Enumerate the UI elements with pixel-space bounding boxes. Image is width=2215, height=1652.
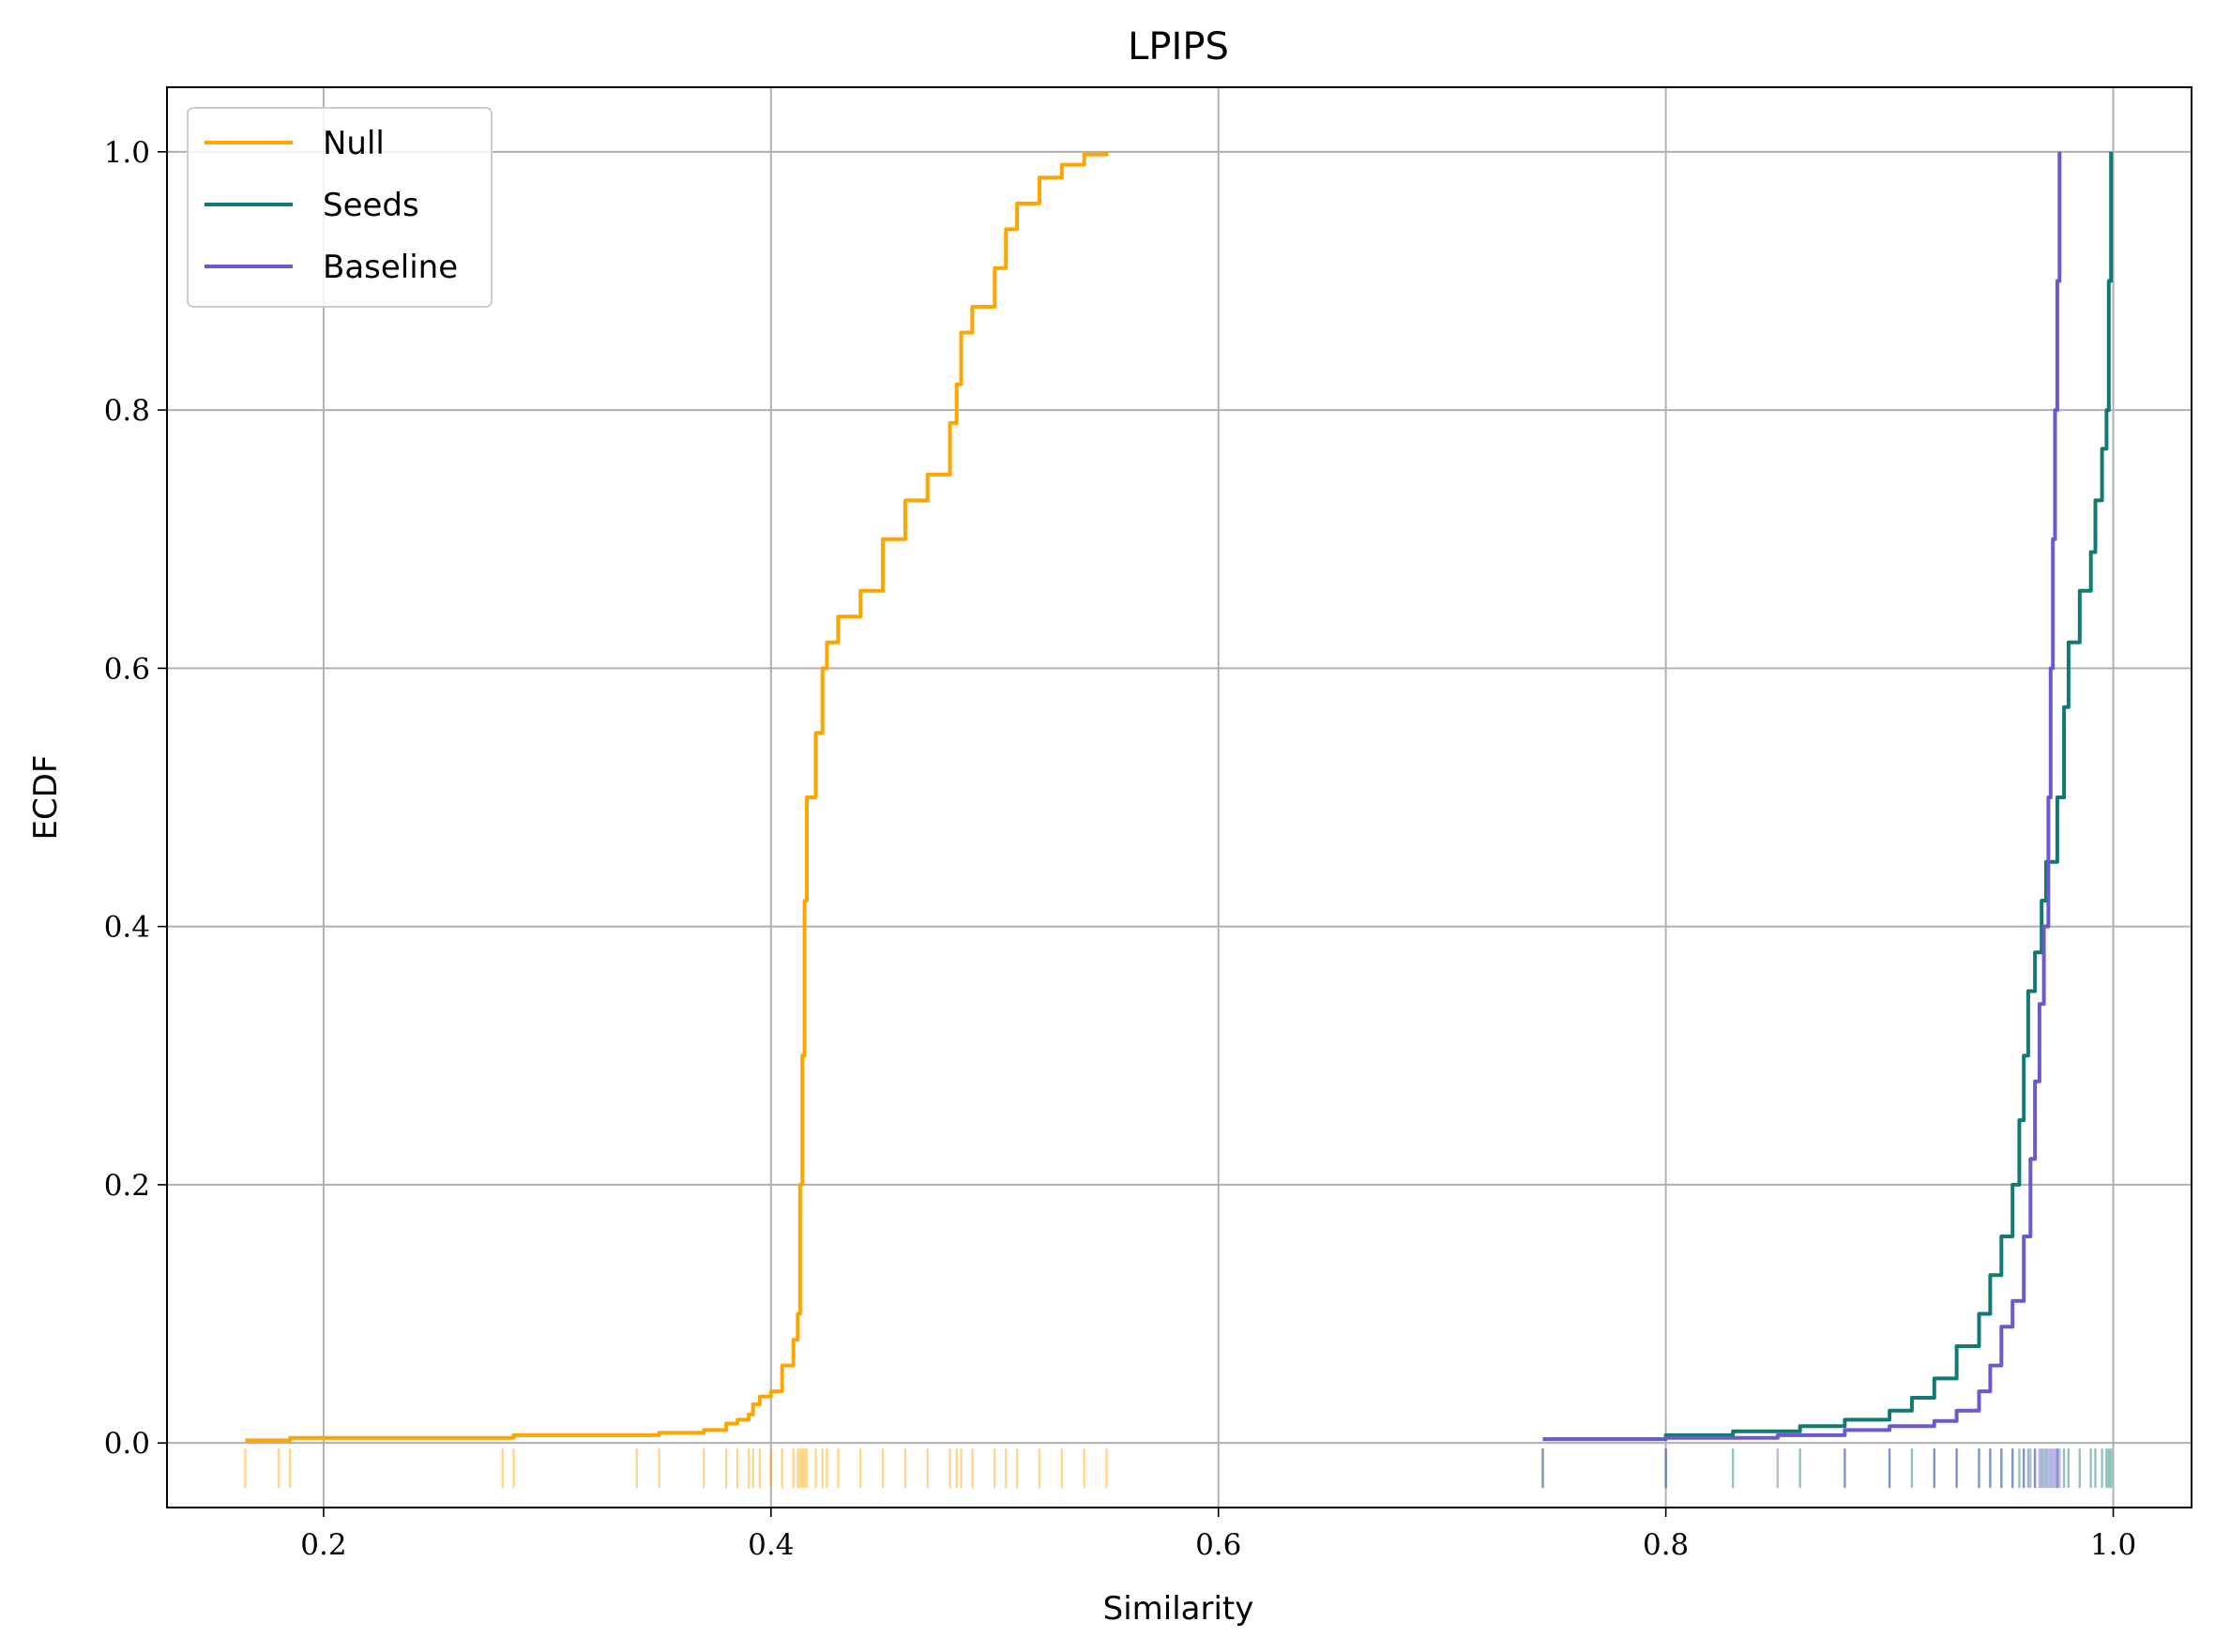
y-tick-label: 0.6	[104, 652, 150, 686]
x-axis-label: Similarity	[1103, 1590, 1254, 1628]
x-tick-label: 0.6	[1195, 1528, 1241, 1562]
axis-ticks: 0.2 0.4 0.6 0.8 1.0 0.0 0.2 0.4 0.6 0.8 1.0	[104, 136, 2137, 1562]
series-lines	[245, 151, 2114, 1443]
series-line-seeds	[1542, 151, 2114, 1442]
x-tick-label: 1.0	[2090, 1528, 2136, 1562]
legend-label-seeds: Seeds	[323, 187, 419, 224]
series-line-null	[245, 151, 1109, 1443]
y-tick-label: 0.4	[104, 911, 150, 945]
grid-lines	[167, 87, 2192, 1508]
legend-label-null: Null	[323, 125, 385, 162]
plot-frame	[166, 86, 2192, 1508]
series-line-baseline	[1542, 151, 2062, 1442]
legend: Null Seeds Baseline	[187, 107, 493, 308]
rug-marks	[244, 1448, 2113, 1489]
x-tick-label: 0.4	[748, 1528, 794, 1562]
y-tick-label: 1.0	[104, 136, 150, 170]
y-tick-label: 0.2	[104, 1169, 150, 1203]
x-tick-label: 0.2	[300, 1528, 346, 1562]
chart-title: LPIPS	[1128, 25, 1229, 68]
y-tick-label: 0.8	[104, 394, 150, 428]
y-tick-label: 0.0	[104, 1427, 150, 1461]
x-tick-label: 0.8	[1643, 1528, 1689, 1562]
legend-box	[187, 107, 493, 308]
legend-label-baseline: Baseline	[323, 249, 458, 286]
y-axis-label: ECDF	[27, 755, 65, 841]
